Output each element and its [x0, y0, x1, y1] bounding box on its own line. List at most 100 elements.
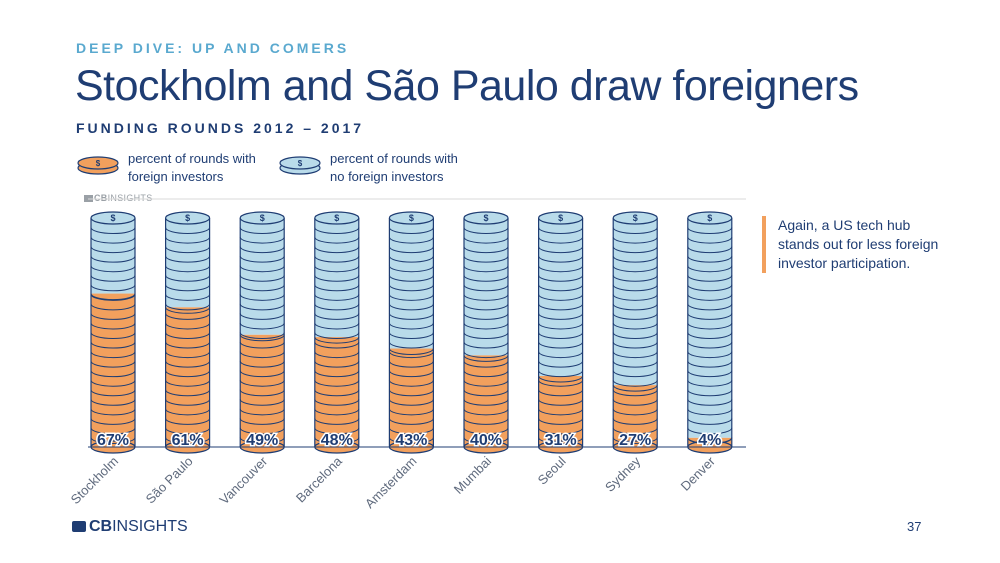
coin-edge — [388, 236, 434, 244]
bar-no-foreign — [464, 218, 508, 356]
coin-edge — [463, 351, 509, 359]
coin-edge — [538, 341, 584, 349]
coin-edge — [687, 246, 733, 254]
coin-edge — [90, 418, 136, 425]
coin-edge — [388, 351, 434, 359]
coin-top — [612, 211, 658, 225]
coin-edge — [165, 360, 211, 368]
coin-edge — [314, 399, 360, 406]
coin-edge — [538, 265, 584, 273]
coin-edge — [314, 380, 360, 387]
coin-edge — [165, 313, 211, 320]
coin-edge — [463, 246, 509, 254]
coin-edge — [538, 360, 584, 368]
coin-edge — [538, 332, 584, 339]
coin-edge — [612, 303, 658, 311]
coin-edge — [538, 380, 584, 387]
series-boundary — [314, 336, 360, 344]
coin-edge — [388, 360, 434, 368]
coin-edge — [314, 236, 360, 244]
coin-stack: $ — [165, 211, 211, 454]
coin-edge — [90, 236, 136, 244]
coin-edge — [314, 313, 360, 320]
coin-edge — [239, 322, 285, 330]
coin-edge — [538, 275, 584, 282]
category-label: São Paulo — [143, 454, 196, 507]
dollar-icon: $ — [110, 213, 115, 223]
coin-edge — [314, 275, 360, 282]
coin-edge — [239, 303, 285, 311]
coin-edge — [388, 408, 434, 416]
series-boundary — [687, 437, 733, 445]
category-label: Barcelona — [293, 453, 346, 506]
series-boundary — [538, 375, 584, 383]
coin-top — [90, 211, 136, 225]
coin-edge — [239, 275, 285, 282]
coin-stack: $ — [90, 211, 136, 454]
coin-edge — [314, 265, 360, 273]
coin-edge — [388, 275, 434, 282]
coin-edge — [538, 227, 584, 235]
coin-edge — [90, 427, 136, 435]
coin-edge — [314, 427, 360, 435]
dollar-icon: $ — [707, 213, 712, 223]
coin-edge — [612, 294, 658, 301]
coin-top — [388, 211, 434, 225]
coin-edge — [314, 408, 360, 416]
coin-edge — [687, 427, 733, 435]
coin-top — [165, 211, 211, 225]
coin-edge — [612, 418, 658, 425]
coin-edge — [90, 284, 136, 292]
coin-edge — [388, 313, 434, 320]
coin-edge — [388, 332, 434, 339]
coin-edge — [165, 275, 211, 282]
coin-edge — [612, 399, 658, 406]
coin-edge — [612, 389, 658, 397]
dollar-icon: $ — [260, 213, 265, 223]
coin-edge — [612, 246, 658, 254]
category-label: Sydney — [602, 453, 644, 495]
coin-top — [239, 211, 285, 225]
coin-edge — [388, 227, 434, 235]
coin-stack: $ — [388, 211, 434, 454]
dollar-icon: $ — [185, 213, 190, 223]
coin-edge — [463, 265, 509, 273]
coin-edge — [463, 380, 509, 387]
data-label: 40% — [470, 432, 502, 449]
category-label: Amsterdam — [362, 454, 420, 512]
coin-edge — [687, 284, 733, 292]
coin-edge — [388, 427, 434, 435]
coin-edge — [239, 294, 285, 301]
coin-edge — [314, 322, 360, 330]
coin-edge — [388, 399, 434, 406]
coin-edge — [612, 360, 658, 368]
coin-edge — [687, 322, 733, 330]
category-label: Seoul — [535, 453, 569, 487]
coin-edge — [165, 418, 211, 425]
coin-edge — [463, 418, 509, 425]
page-title: Stockholm and São Paulo draw foreigners — [75, 62, 859, 110]
coin-edge — [165, 399, 211, 406]
data-label: 48% — [321, 432, 353, 449]
bar-no-foreign — [240, 218, 285, 335]
coin-top — [537, 211, 584, 225]
dollar-icon: $ — [483, 213, 488, 223]
coin-edge — [165, 256, 211, 263]
coin-edge — [612, 408, 658, 416]
coin-edge — [687, 380, 733, 387]
coin-edge — [388, 246, 434, 254]
coin-edge — [687, 227, 733, 235]
coin-top — [314, 211, 360, 225]
coin-edge — [90, 332, 136, 339]
data-label: 27% — [619, 432, 651, 449]
coin-edge — [165, 389, 211, 397]
bar-foreign — [314, 337, 359, 447]
coin-edge — [314, 418, 360, 425]
coin-edge — [687, 275, 733, 282]
coin-edge — [612, 380, 658, 387]
coin-edge — [388, 380, 434, 387]
coin-edge — [388, 370, 434, 378]
coin-stack: $ — [314, 211, 360, 454]
legend-label-foreign: percent of rounds with foreign investors — [128, 151, 256, 184]
